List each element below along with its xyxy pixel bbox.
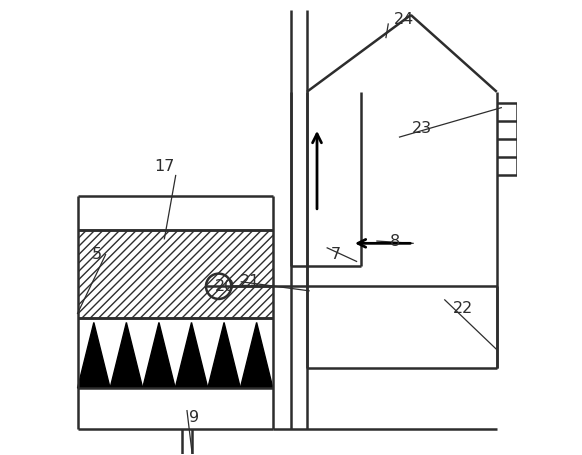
Text: 7: 7 xyxy=(331,247,341,262)
Text: 9: 9 xyxy=(189,410,199,425)
Bar xyxy=(77,230,273,318)
Text: 23: 23 xyxy=(412,121,432,136)
Text: 8: 8 xyxy=(390,233,400,248)
Polygon shape xyxy=(143,323,175,388)
Text: 20: 20 xyxy=(215,279,236,294)
Text: 17: 17 xyxy=(154,159,175,174)
Text: 24: 24 xyxy=(394,12,414,27)
Polygon shape xyxy=(77,323,110,388)
Polygon shape xyxy=(240,323,273,388)
Text: 21: 21 xyxy=(240,274,261,289)
Text: 22: 22 xyxy=(453,301,473,316)
Polygon shape xyxy=(208,323,240,388)
Polygon shape xyxy=(110,323,143,388)
Polygon shape xyxy=(175,323,208,388)
Text: 5: 5 xyxy=(91,247,102,262)
